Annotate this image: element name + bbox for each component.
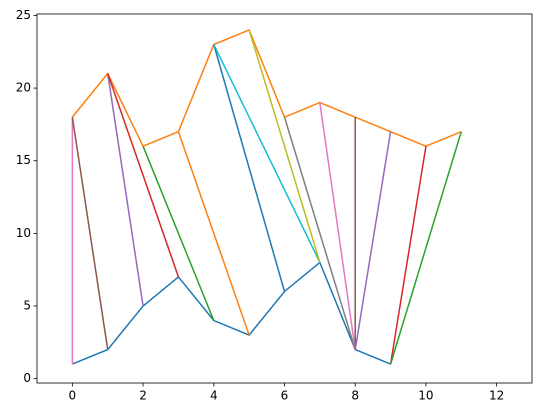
line (71, 29, 462, 148)
y-tick-label: 0 (23, 371, 31, 385)
y-tick-label: 15 (16, 153, 31, 167)
line (213, 44, 286, 292)
y-tick-label: 25 (16, 8, 31, 22)
line (107, 73, 180, 278)
x-tick-label: 10 (418, 389, 433, 403)
line (213, 44, 321, 263)
y-tick-label: 10 (16, 226, 31, 240)
plot-frame (36, 13, 533, 384)
x-tick-label: 2 (139, 389, 147, 403)
line (354, 131, 392, 350)
line (72, 261, 391, 365)
y-tick-label: 5 (23, 299, 31, 313)
line (283, 116, 356, 350)
line (319, 102, 356, 350)
line (71, 117, 109, 350)
x-tick-label: 8 (351, 389, 359, 403)
line (177, 131, 250, 336)
line (389, 146, 427, 365)
line (106, 73, 144, 307)
x-tick-label: 6 (281, 389, 289, 403)
line (142, 145, 215, 321)
line (248, 29, 321, 263)
line (389, 131, 463, 365)
y-tick-label: 20 (16, 81, 31, 95)
x-tick-label: 4 (210, 389, 218, 403)
x-tick-label: 12 (489, 389, 504, 403)
x-tick-label: 0 (69, 389, 77, 403)
